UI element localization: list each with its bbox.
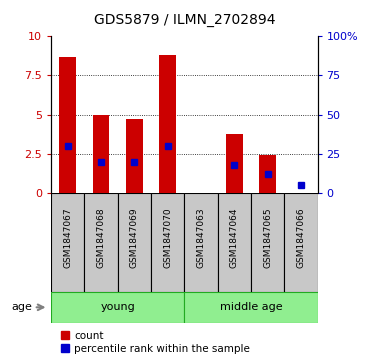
- Bar: [93, 115, 110, 193]
- Text: middle age: middle age: [220, 302, 282, 312]
- Text: GSM1847063: GSM1847063: [196, 207, 205, 268]
- FancyBboxPatch shape: [251, 193, 284, 291]
- Legend: count, percentile rank within the sample: count, percentile rank within the sample: [56, 327, 254, 358]
- FancyBboxPatch shape: [218, 193, 251, 291]
- FancyBboxPatch shape: [184, 291, 318, 323]
- FancyBboxPatch shape: [84, 193, 118, 291]
- FancyBboxPatch shape: [284, 193, 318, 291]
- Text: GSM1847068: GSM1847068: [97, 207, 105, 268]
- FancyBboxPatch shape: [118, 193, 151, 291]
- Bar: [126, 119, 143, 193]
- Text: GSM1847069: GSM1847069: [130, 207, 139, 268]
- Text: GSM1847064: GSM1847064: [230, 207, 239, 268]
- FancyBboxPatch shape: [51, 291, 184, 323]
- Bar: [259, 155, 276, 193]
- Text: GSM1847067: GSM1847067: [63, 207, 72, 268]
- Text: GSM1847070: GSM1847070: [163, 207, 172, 268]
- Text: young: young: [100, 302, 135, 312]
- FancyBboxPatch shape: [184, 193, 218, 291]
- Bar: [226, 134, 243, 193]
- Bar: [160, 55, 176, 193]
- FancyBboxPatch shape: [151, 193, 184, 291]
- FancyBboxPatch shape: [51, 193, 84, 291]
- Text: GSM1847066: GSM1847066: [296, 207, 306, 268]
- Text: age: age: [12, 302, 32, 312]
- Bar: [59, 57, 76, 193]
- Text: GDS5879 / ILMN_2702894: GDS5879 / ILMN_2702894: [93, 13, 275, 27]
- Text: GSM1847065: GSM1847065: [263, 207, 272, 268]
